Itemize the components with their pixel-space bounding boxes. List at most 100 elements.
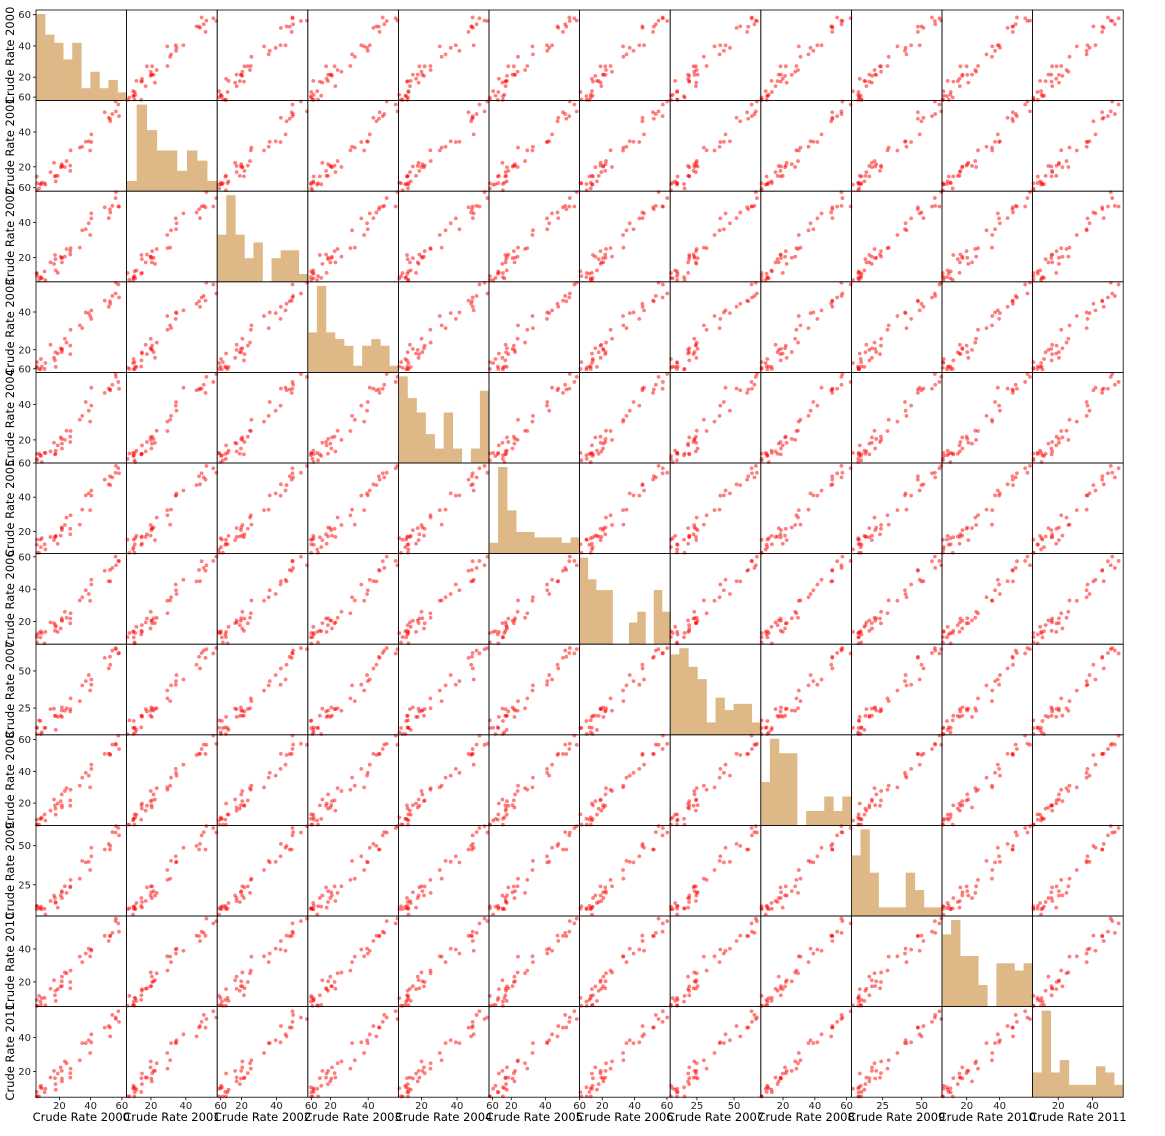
scatter-point-9-11-13 (1066, 884, 1071, 889)
scatter-point-4-8-33 (775, 451, 780, 456)
scatter-point-8-10-29 (973, 786, 978, 791)
scatter-point-5-3-11 (374, 483, 379, 487)
scatter-point-1-7-4 (745, 110, 750, 115)
scatter-point-9-6-29 (604, 890, 608, 895)
scatter-point-3-11-35 (1031, 365, 1036, 370)
scatter-point-5-3-33 (326, 534, 330, 539)
scatter-point-5-3-8 (352, 522, 357, 527)
scatter-point-4-5-16 (531, 413, 535, 418)
scatter-point-1-7-19 (750, 114, 754, 119)
hist-bar-2-7 (280, 250, 290, 282)
scatter-point-2-7-5 (695, 256, 700, 260)
scatter-point-8-6-11 (640, 753, 645, 757)
scatter-point-0-7-0 (673, 78, 678, 83)
scatter-point-2-9-2 (921, 216, 926, 221)
scatter-point-3-8-8 (798, 323, 803, 328)
scatter-point-3-6-11 (640, 301, 645, 306)
scatter-point-3-2-15 (248, 327, 253, 332)
scatter-point-7-4-27 (399, 726, 403, 730)
scatter-point-4-1-32 (143, 449, 148, 454)
hist-bar-6-2 (596, 590, 605, 645)
scatter-point-4-6-32 (599, 449, 604, 454)
scatter-point-9-6-30 (591, 896, 595, 900)
scatter-point-8-5-30 (503, 803, 508, 808)
scatter-point-4-1-6 (201, 382, 206, 387)
scatter-point-9-11-33 (1043, 900, 1048, 904)
scatter-point-5-3-3 (332, 526, 337, 531)
scatter-point-3-9-15 (885, 327, 890, 332)
scatter-point-0-8-23 (796, 44, 801, 49)
scatter-point-0-2-6 (291, 22, 296, 27)
scatter-point-6-2-29 (248, 615, 252, 620)
scatter-point-0-3-39 (311, 92, 316, 97)
scatter-point-3-4-26 (415, 347, 420, 352)
scatter-point-6-2-35 (224, 635, 228, 639)
scatter-point-6-0-17 (113, 554, 118, 559)
scatter-point-0-7-11 (738, 24, 743, 29)
scatter-point-6-7-36 (694, 621, 699, 626)
scatter-point-4-0-18 (83, 400, 88, 404)
scatter-point-8-6-27 (579, 822, 584, 827)
scatter-point-8-7-18 (721, 770, 726, 775)
scatter-point-9-4-19 (470, 833, 475, 838)
scatter-point-4-6-31 (627, 408, 632, 413)
scatter-point-4-0-15 (68, 429, 73, 433)
panel-r8-c8 (760, 734, 852, 826)
scatter-point-8-6-21 (578, 812, 583, 817)
scatter-point-8-0-0 (53, 812, 58, 817)
scatter-point-9-6-28 (603, 885, 608, 890)
scatter-point-0-1-33 (139, 79, 144, 84)
scatter-point-3-5-26 (512, 347, 517, 352)
scatter-point-3-9-36 (869, 355, 874, 360)
scatter-point-2-5-37 (574, 190, 579, 194)
scatter-point-6-5-29 (523, 615, 527, 620)
scatter-point-9-3-10 (326, 889, 331, 894)
hist-bar-0-6 (90, 71, 100, 101)
scatter-point-3-0-23 (88, 314, 93, 318)
scatter-point-9-1-13 (148, 884, 153, 889)
scatter-point-3-9-23 (895, 314, 900, 318)
scatter-point-8-0-3 (68, 798, 73, 803)
scatter-point-5-7-39 (670, 536, 675, 541)
panel-r1-c3 (307, 99, 400, 193)
scatter-point-2-5-22 (487, 277, 492, 282)
scatter-point-2-6-3 (598, 249, 603, 254)
scatter-point-3-8-9 (819, 308, 824, 313)
scatter-point-5-3-38 (359, 493, 364, 498)
scatter-point-9-1-2 (198, 842, 202, 846)
scatter-point-9-0-12 (43, 912, 48, 917)
scatter-point-2-1-20 (139, 271, 144, 276)
scatter-point-7-5-5 (510, 705, 515, 710)
scatter-point-9-11-5 (1049, 890, 1054, 895)
scatter-point-4-6-33 (596, 451, 601, 456)
scatter-point-8-10-37 (1028, 742, 1032, 747)
scatter-point-5-0-34 (58, 533, 63, 538)
scatter-point-2-0-2 (106, 216, 111, 221)
scatter-point-3-2-35 (224, 365, 228, 370)
scatter-point-7-11-15 (1059, 696, 1064, 701)
scatter-point-7-9-7 (937, 651, 942, 656)
scatter-point-0-7-36 (694, 80, 699, 85)
scatter-point-1-0-35 (34, 188, 39, 193)
scatter-point-6-2-19 (290, 559, 295, 564)
scatter-point-2-5-11 (555, 210, 560, 215)
scatter-point-4-11-33 (1043, 451, 1048, 456)
scatter-point-7-1-1 (197, 654, 201, 659)
scatter-point-3-8-31 (808, 311, 813, 316)
scatter-point-4-10-24 (945, 453, 949, 458)
scatter-point-10-1-30 (139, 993, 144, 998)
scatter-point-8-1-10 (151, 792, 156, 797)
scatter-point-5-10-37 (1028, 463, 1032, 468)
scatter-point-4-10-14 (957, 443, 962, 448)
scatter-point-8-1-33 (139, 806, 144, 811)
scatter-point-10-4-10 (420, 979, 425, 984)
scatter-point-7-5-25 (493, 732, 498, 736)
scatter-point-0-5-32 (503, 84, 508, 89)
panel-r6-c7 (669, 553, 762, 646)
panel-r7-c5 (487, 643, 580, 736)
scatter-point-7-2-28 (242, 709, 247, 714)
scatter-point-2-3-3 (332, 249, 337, 254)
scatter-point-4-3-38 (359, 403, 364, 408)
scatter-point-1-7-23 (712, 148, 717, 153)
scatter-point-9-6-17 (665, 830, 670, 835)
